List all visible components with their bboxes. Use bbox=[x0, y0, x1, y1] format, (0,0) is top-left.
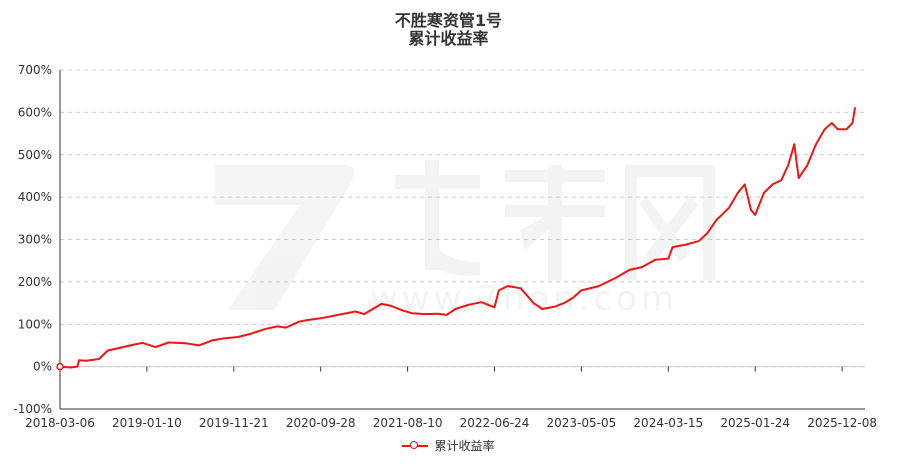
legend[interactable]: 累计收益率 bbox=[0, 439, 897, 456]
series-start-marker bbox=[56, 362, 64, 371]
legend-label: 累计收益率 bbox=[434, 439, 495, 453]
x-tick-label: 2023-05-05 bbox=[547, 416, 617, 430]
x-tick-label: 2025-12-08 bbox=[807, 416, 877, 430]
x-tick-label: 2020-09-28 bbox=[286, 416, 356, 430]
x-tick-label: 2019-01-10 bbox=[112, 416, 182, 430]
series-layer bbox=[56, 107, 857, 371]
x-tick-label: 2022-06-24 bbox=[460, 416, 530, 430]
x-tick-label: 2024-03-15 bbox=[633, 416, 703, 430]
y-tick-label: 300% bbox=[18, 233, 52, 247]
chart-title-line2: 累计收益率 bbox=[408, 29, 489, 48]
x-tick-label: 2021-08-10 bbox=[373, 416, 443, 430]
axes: -100% 0% 100% 200% 300% 400% 500% 600% 700% 2018-… bbox=[13, 63, 877, 430]
y-tick-label: 200% bbox=[18, 275, 52, 289]
legend-item[interactable]: 累计收益率 bbox=[402, 439, 495, 453]
y-tick-label: 0% bbox=[33, 360, 52, 374]
legend-line-icon bbox=[402, 439, 429, 453]
chart-title-line1: 不胜寒资管1号 bbox=[394, 11, 503, 30]
x-tick-label: 2025-01-24 bbox=[720, 416, 790, 430]
y-tick-label: -100% bbox=[13, 402, 52, 416]
watermark-logo: www.7hon.com bbox=[215, 160, 715, 319]
grid bbox=[60, 69, 865, 368]
y-tick-label: 100% bbox=[18, 317, 52, 331]
x-tick-label: 2018-03-06 bbox=[25, 416, 95, 430]
series-line bbox=[59, 107, 857, 369]
y-tick-label: 700% bbox=[18, 63, 52, 77]
x-tick-label: 2019-11-21 bbox=[199, 416, 269, 430]
y-tick-label: 500% bbox=[18, 148, 52, 162]
y-tick-label: 600% bbox=[18, 105, 52, 119]
y-tick-label: 400% bbox=[18, 190, 52, 204]
chart-title: 不胜寒资管1号 累计收益率 bbox=[0, 12, 897, 48]
svg-text:www.7hon.com: www.7hon.com bbox=[370, 279, 678, 319]
